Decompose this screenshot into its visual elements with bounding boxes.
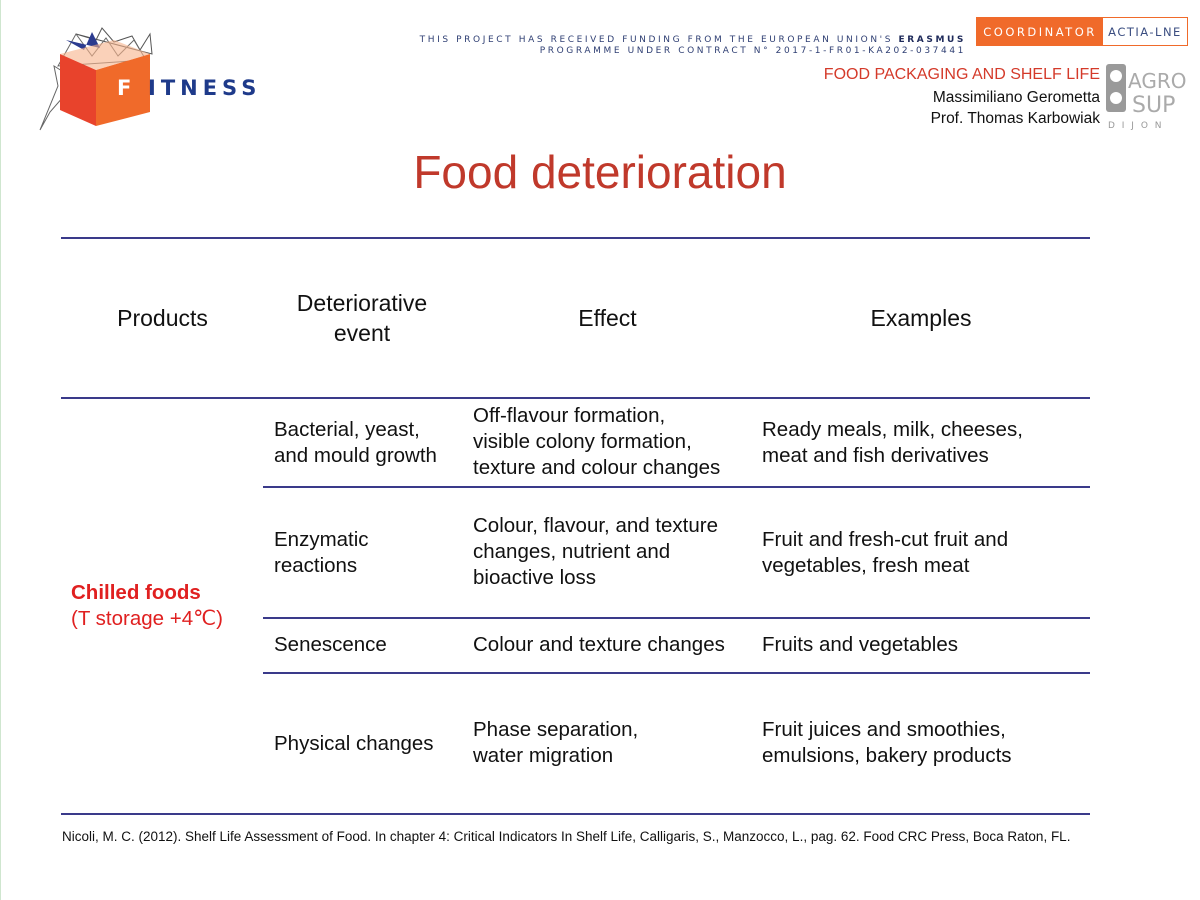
row4-effect: Phase separation, water migration (473, 718, 639, 767)
agrosup-logo: AGRO SUP D I J O N (1104, 62, 1186, 132)
row-divider-1 (263, 486, 1090, 488)
row3-effect: Colour and texture changes (473, 633, 725, 656)
erasmus-label: ERASMUS (898, 35, 966, 45)
logo-wordmark: ITNESS (148, 76, 262, 100)
coordinator-label: COORDINATOR (977, 18, 1103, 45)
funding-line1: THIS PROJECT HAS RECEIVED FUNDING FROM T… (419, 35, 899, 45)
row3-event: Senescence (274, 633, 387, 656)
row2-effect: Colour, flavour, and texture changes, nu… (473, 514, 719, 589)
row1-examples: Ready meals, milk, cheeses, meat and fis… (762, 418, 1023, 467)
row4-examples: Fruit juices and smoothies, emulsions, b… (762, 718, 1012, 767)
book-logo-icon (39, 27, 153, 131)
header-products: Products (117, 305, 208, 331)
row-divider-2 (263, 617, 1090, 619)
sup-text: SUP (1132, 93, 1175, 118)
row-divider-3 (263, 672, 1090, 674)
author-name-2: Prof. Thomas Karbowiak (930, 110, 1100, 127)
logo-initial: F (117, 76, 132, 100)
funding-notice: THIS PROJECT HAS RECEIVED FUNDING FROM T… (420, 35, 966, 57)
agro-text: AGRO (1128, 69, 1186, 93)
product-condition: (T storage +4℃) (71, 607, 223, 630)
slide-left-edge (0, 0, 1, 900)
author-name-1: Massimiliano Gerometta (932, 89, 1100, 106)
row2-examples: Fruit and fresh-cut fruit and vegetables… (762, 528, 1009, 577)
slide-title: Food deterioration (413, 146, 787, 198)
header-deteriorative-event: Deteriorative event (296, 290, 428, 346)
coordinator-name: ACTIA-LNE (1108, 24, 1182, 39)
course-title: FOOD PACKAGING AND SHELF LIFE (823, 66, 1100, 83)
dijon-text: D I J O N (1108, 121, 1164, 131)
reference-citation: Nicoli, M. C. (2012). Shelf Life Assessm… (62, 829, 1071, 844)
row1-event: Bacterial, yeast, and mould growth (274, 418, 437, 467)
row1-effect: Off-flavour formation, visible colony fo… (473, 404, 721, 479)
row4-event: Physical changes (274, 732, 434, 755)
row3-examples: Fruits and vegetables (762, 633, 959, 656)
header-examples: Examples (870, 305, 972, 331)
product-name: Chilled foods (71, 581, 201, 604)
funding-line2: PROGRAMME UNDER CONTRACT N° 2017-1-FR01-… (539, 46, 966, 56)
fitness-logo (36, 26, 276, 136)
header-effect: Effect (578, 305, 637, 331)
table-bottom-rule (61, 813, 1090, 815)
table-top-rule (61, 237, 1090, 239)
coordinator-badge: COORDINATOR ACTIA-LNE (976, 17, 1188, 46)
row2-event: Enzymatic reactions (274, 528, 369, 577)
header-bottom-rule (61, 397, 1090, 399)
